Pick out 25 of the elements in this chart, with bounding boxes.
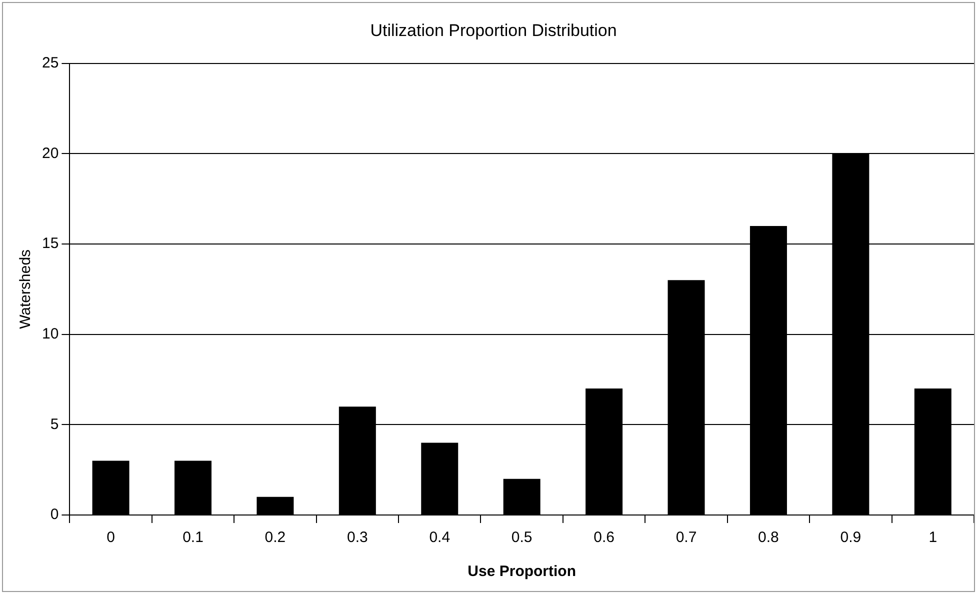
- x-tick-label: 0.1: [182, 529, 204, 546]
- x-tick-label: 0.8: [758, 529, 779, 546]
- x-tick-label: 0: [106, 529, 115, 546]
- bar: [174, 460, 212, 514]
- x-tick-label: 0.3: [346, 529, 368, 546]
- y-tick-label: 15: [42, 235, 59, 252]
- y-tick-label: 25: [42, 54, 59, 72]
- y-tick-label: 5: [50, 416, 59, 433]
- x-axis-title: Use Proportion: [468, 563, 576, 580]
- y-tick-label: 0: [50, 506, 59, 524]
- x-tick-label: 0.4: [429, 529, 450, 546]
- x-tick-label: 0.9: [840, 529, 862, 546]
- bar: [503, 478, 540, 514]
- y-tick-label: 20: [42, 144, 59, 162]
- y-axis-title: Watersheds: [17, 249, 34, 329]
- x-tick-label: 0.5: [511, 529, 532, 546]
- x-tick-label: 0.2: [264, 529, 286, 546]
- bar: [256, 496, 294, 514]
- bar: [421, 442, 458, 514]
- x-tick-label: 0.6: [594, 529, 614, 546]
- x-tick-label: 0.7: [676, 529, 697, 546]
- y-tick-label: 10: [42, 326, 59, 342]
- x-tick-label: 1: [928, 529, 938, 546]
- chart-title: Utilization Proportion Distribution: [370, 20, 617, 40]
- bar: [92, 460, 130, 514]
